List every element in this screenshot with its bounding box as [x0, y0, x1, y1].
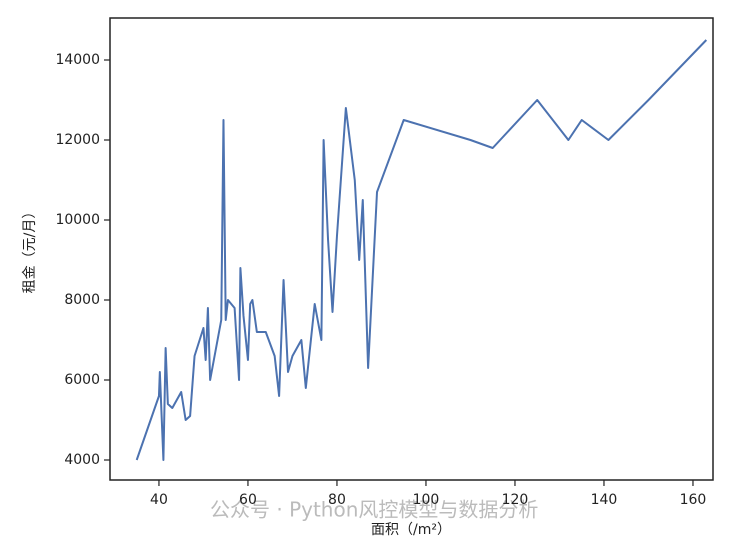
y-tick-label: 10000 — [55, 212, 100, 228]
x-tick-label: 100 — [413, 492, 440, 508]
y-tick-label: 12000 — [55, 132, 100, 148]
watermark: 公众号 · Python风控模型与数据分析 — [210, 498, 538, 522]
x-tick-label: 160 — [680, 492, 707, 508]
x-tick-label: 60 — [239, 492, 257, 508]
y-axis-label: 租金（元/月） — [22, 205, 38, 294]
y-tick-label: 6000 — [64, 372, 100, 388]
y-tick-label: 14000 — [55, 52, 100, 68]
y-tick-label: 8000 — [64, 292, 100, 308]
x-axis-label: 面积（/m²） — [371, 522, 451, 538]
plot-frame — [109, 17, 714, 481]
data-line — [135, 39, 708, 461]
x-tick-label: 40 — [150, 492, 168, 508]
x-tick-label: 140 — [591, 492, 618, 508]
y-tick-label: 4000 — [64, 452, 100, 468]
x-tick-label: 80 — [328, 492, 346, 508]
x-tick-label: 120 — [502, 492, 529, 508]
